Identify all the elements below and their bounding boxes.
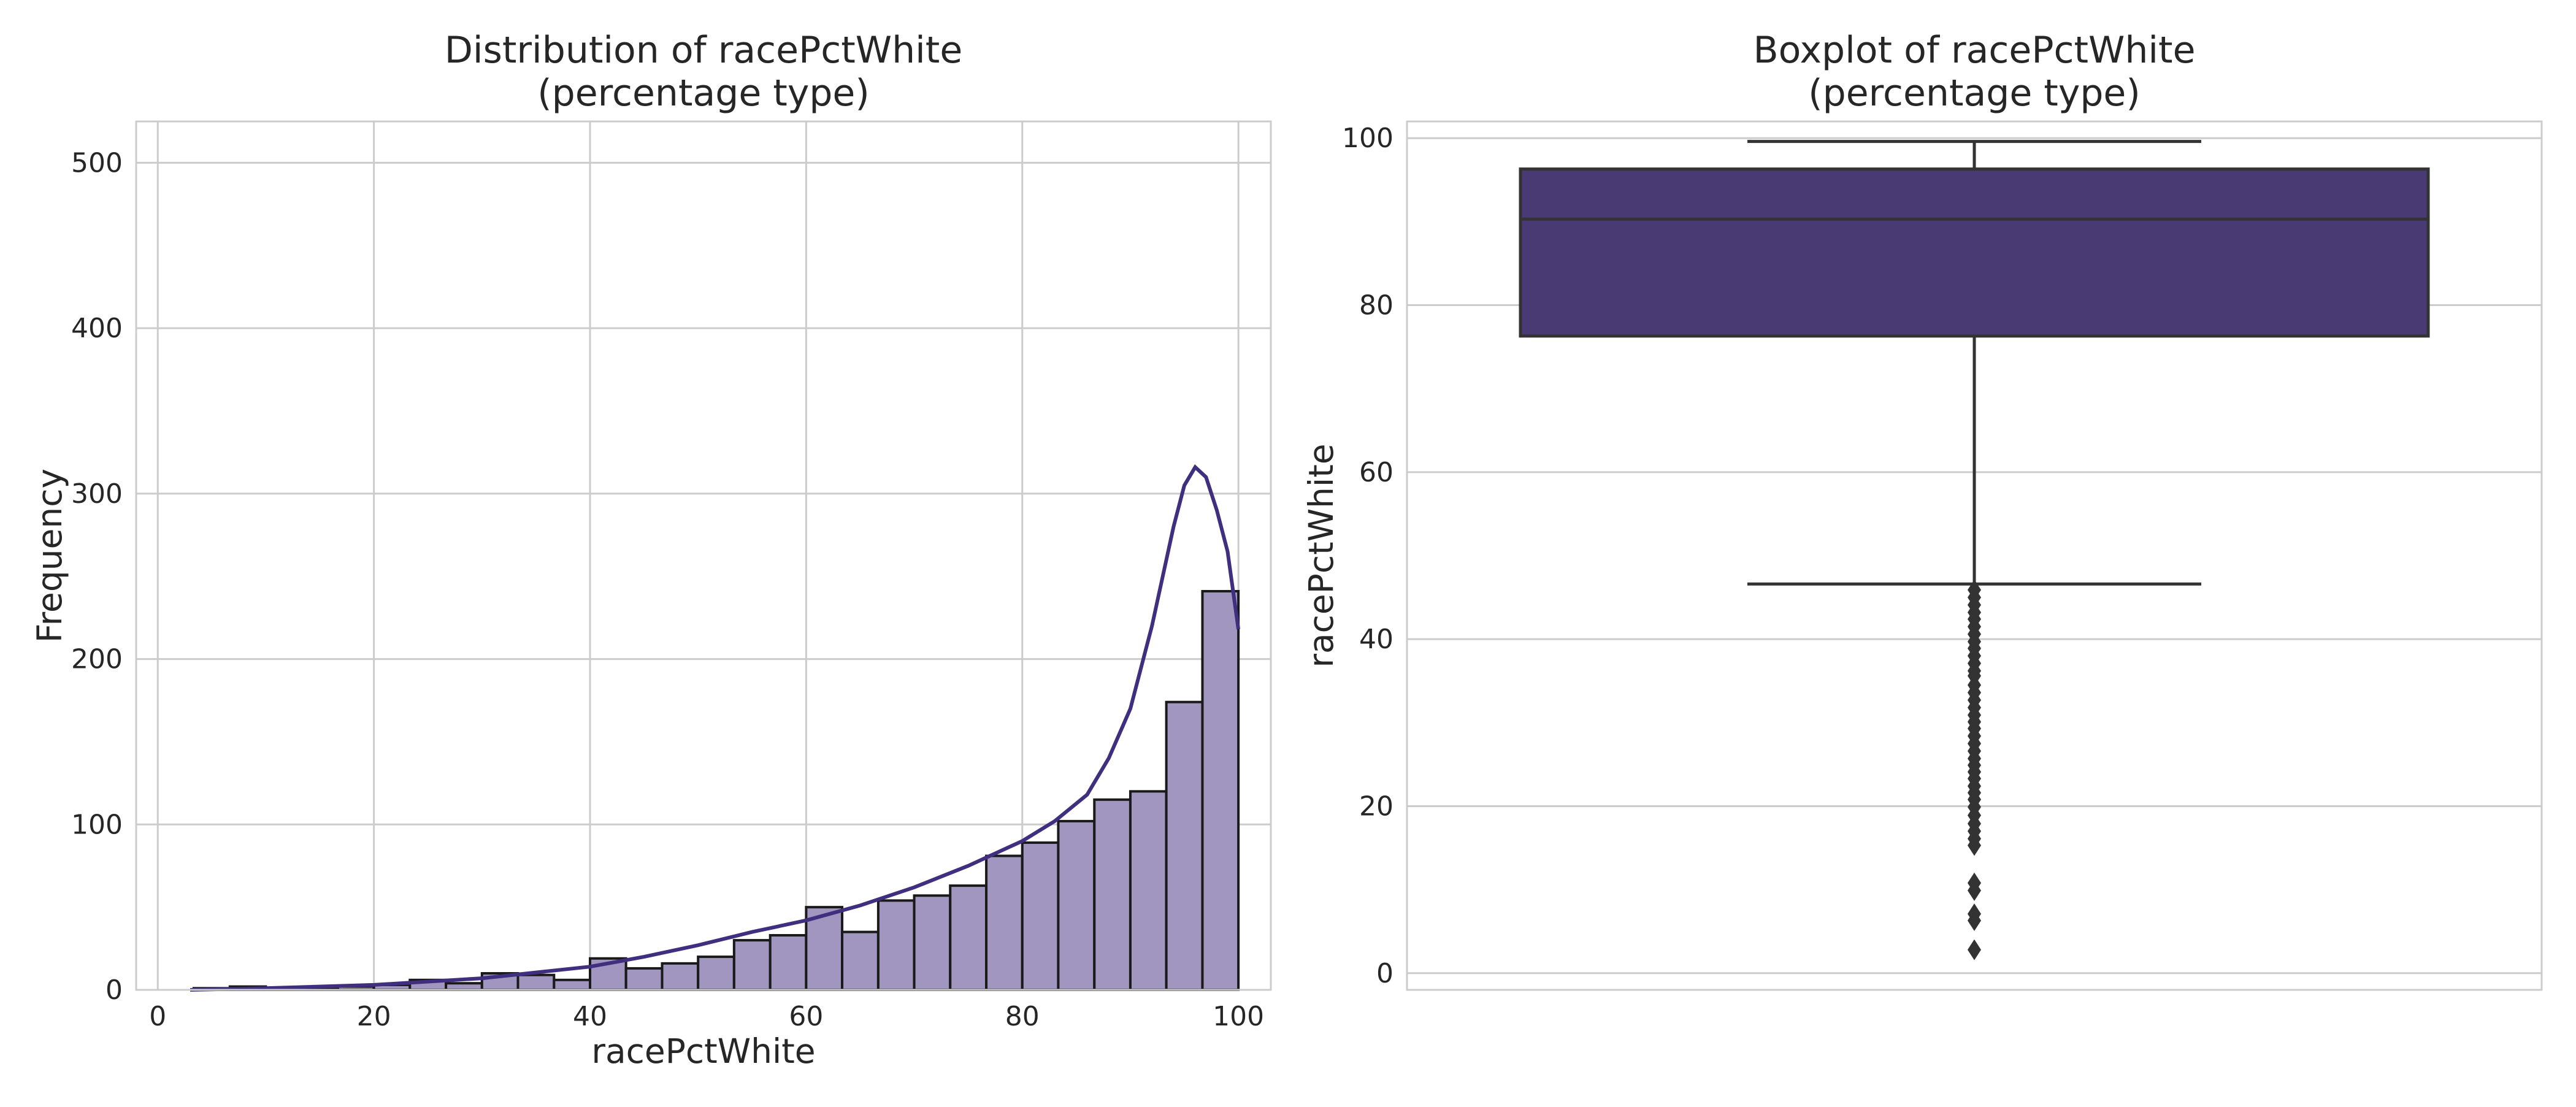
histogram-title-line-2: (percentage type): [537, 72, 870, 115]
histogram-x-tick-label: 20: [357, 1001, 391, 1032]
histogram-y-ticks: 0 100 200 300 400 500: [71, 147, 123, 1006]
histogram-bar: [1093, 798, 1132, 992]
histogram-x-ticks: 0 20 40 60 80 100: [149, 1001, 1264, 1032]
boxplot-panel: 0 20 40 60 80 100 Boxplot of racePctWhite (pe…: [1301, 29, 2543, 991]
histogram-y-tick-label: 300: [71, 478, 123, 510]
histogram-panel: 0 20 40 60 80 100 0 100 200 300 400 500 Distributi…: [30, 29, 1272, 1071]
boxplot-title-line-2: (percentage type): [1808, 72, 2141, 115]
boxplot-y-tick-label: 0: [1376, 958, 1393, 989]
histogram-frame: [135, 120, 1272, 991]
boxplot-y-tick-label: 100: [1342, 123, 1393, 154]
histogram-x-tick-label: 40: [573, 1001, 607, 1032]
histogram-x-axis-label: racePctWhite: [591, 1032, 815, 1071]
boxplot-title-line-1: Boxplot of racePctWhite: [1754, 29, 2196, 72]
histogram-bar: [661, 962, 700, 991]
boxplot-y-tick-label: 60: [1359, 457, 1393, 488]
histogram-bar: [913, 894, 952, 991]
histogram-bar: [985, 854, 1024, 991]
histogram-y-tick-label: 400: [71, 313, 123, 344]
outlier-point: [1968, 835, 1981, 856]
histogram-bar: [624, 967, 664, 991]
outlier-point: [1968, 910, 1981, 931]
interquartile-box: [1519, 167, 2430, 338]
outlier-point: [1968, 939, 1981, 960]
histogram-y-axis-label: Frequency: [30, 469, 69, 643]
histogram-bar: [1021, 841, 1060, 992]
histogram-bar: [1129, 790, 1168, 992]
histogram-y-tick-label: 500: [71, 147, 123, 178]
histogram-bar: [1201, 589, 1240, 991]
boxplot-body: [1519, 140, 2430, 586]
histogram-bar: [732, 939, 772, 991]
histogram-bar: [697, 956, 735, 991]
histogram-bar: [553, 978, 591, 991]
histogram-title-line-1: Distribution of racePctWhite: [445, 29, 963, 72]
boxplot-y-axis-label: racePctWhite: [1301, 443, 1341, 667]
histogram-bars: [192, 589, 1240, 992]
boxplot-y-tick-label: 20: [1359, 791, 1393, 822]
boxplot-outliers: [1968, 579, 1981, 960]
histogram-x-tick-label: 0: [149, 1001, 166, 1032]
histogram-y-tick-label: 200: [71, 644, 123, 675]
histogram-bar: [769, 933, 808, 991]
histogram-bar: [516, 973, 556, 991]
boxplot-y-ticks: 0 20 40 60 80 100: [1342, 123, 1393, 989]
histogram-x-tick-label: 100: [1213, 1001, 1264, 1032]
boxplot-y-tick-label: 80: [1359, 290, 1393, 321]
histogram-bar: [841, 930, 880, 991]
histogram-x-tick-label: 80: [1005, 1001, 1040, 1032]
histogram-bar: [949, 884, 988, 991]
boxplot-y-tick-label: 40: [1359, 624, 1393, 655]
kde-curve: [190, 464, 1241, 992]
histogram-bar: [1057, 819, 1096, 992]
boxplot-frame: [1406, 120, 2543, 991]
histogram-y-tick-label: 0: [105, 975, 123, 1006]
histogram-bar: [876, 899, 916, 991]
histogram-bar: [1165, 700, 1204, 991]
histogram-bar: [445, 982, 483, 991]
histogram-x-tick-label: 60: [789, 1001, 823, 1032]
outlier-point: [1968, 879, 1981, 901]
histogram-y-tick-label: 100: [71, 809, 123, 840]
